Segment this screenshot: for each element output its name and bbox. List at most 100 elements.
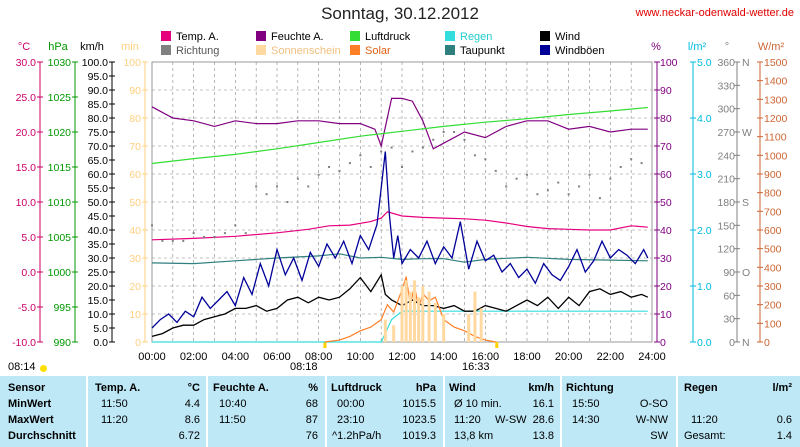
col-header-direction: Richtung [566, 382, 614, 394]
wind-axis-tick-label: 75.0 [88, 127, 109, 139]
temp-axis-tick-label: -5.0 [18, 302, 36, 314]
legend-swatch [161, 31, 171, 41]
pressure-axis-tick-label: 1005 [48, 232, 72, 244]
direction-axis-tick-label: 120 [717, 244, 735, 256]
direction-point [484, 158, 487, 161]
legend-swatch [256, 31, 266, 41]
max-rain: 0.6 [776, 414, 792, 426]
direction-point [161, 239, 164, 242]
min-press: 1015.5 [402, 398, 436, 410]
direction-point [598, 197, 601, 200]
direction-point [421, 146, 424, 149]
direction-point [151, 224, 153, 227]
temp-axis-tick-label: 10.0 [16, 197, 37, 209]
min-hum-time: 10:40 [219, 398, 247, 410]
wind-axis-tick-label: 85.0 [88, 99, 109, 111]
direction-axis-tick-label: 360 [717, 57, 735, 69]
divider [676, 376, 678, 447]
legend-label: Wind [555, 31, 581, 43]
legend-item-pressure: Luftdruck [350, 31, 410, 43]
wind-axis-tick-label: 95.0 [88, 71, 109, 83]
solar-axis-tick-label: 800 [764, 188, 782, 200]
axis-unit-pressure: hPa [48, 41, 68, 53]
direction-point [432, 138, 435, 141]
max-rain-time: 11:20 [691, 414, 718, 426]
avg-hum: 76 [305, 430, 318, 442]
wind-axis-tick-label: 0.0 [93, 337, 108, 349]
sunshine-bar [404, 280, 408, 342]
legend-item-sunshine: Sonnenschein [256, 45, 341, 57]
x-tick-label: 10:00 [347, 351, 375, 363]
wind-axis-tick-label: 20.0 [88, 281, 109, 293]
legend-item-dewpoint: Taupunkt [445, 45, 505, 57]
press-trend: ^1.2hPa/h [332, 430, 382, 442]
sunshine-axis-tick-label: 90 [129, 85, 141, 97]
avg-temp: 6.72 [178, 430, 200, 442]
sunshine-axis-tick-label: 10 [129, 309, 141, 321]
x-tick-label: 06:00 [263, 351, 291, 363]
max-dir-time: 14:30 [572, 414, 600, 426]
col-header-temp: Temp. A. [95, 382, 141, 394]
direction-point [515, 177, 518, 180]
direction-point [213, 236, 216, 238]
sunshine-bar [421, 286, 425, 342]
direction-point [317, 173, 320, 176]
direction-point [526, 173, 528, 176]
avg-wind-label: Ø 10 min. [454, 398, 502, 410]
x-tick-label: 00:00 [138, 351, 166, 363]
direction-point [640, 162, 643, 165]
sun-marker-label: 08:14 [8, 361, 36, 373]
divider [325, 376, 327, 447]
rain-axis-tick-label: 5.0 [697, 57, 712, 69]
avg-press: 1019.3 [402, 430, 436, 442]
min-dir-time: 15:50 [572, 398, 600, 410]
sunshine-axis-tick-label: 40 [129, 225, 141, 237]
sunshine-bar [383, 319, 387, 342]
direction-point [276, 185, 278, 188]
series-line-rain [152, 310, 648, 343]
direction-letter: S [742, 197, 749, 209]
direction-letter: N [742, 337, 750, 349]
pressure-axis-tick-label: 1020 [48, 127, 72, 139]
sunshine-axis-tick-label: 60 [129, 169, 141, 181]
direction-point [192, 232, 195, 235]
col-header-wind: Wind [449, 382, 476, 394]
legend-item-gusts: Windböen [540, 45, 605, 57]
humidity-axis-tick-label: 100 [660, 57, 678, 69]
legend-item-wind: Wind [540, 31, 580, 43]
direction-point [380, 150, 383, 153]
pressure-axis-tick-label: 1025 [48, 92, 72, 104]
direction-point [328, 166, 331, 168]
wind-axis-tick-label: 30.0 [88, 253, 109, 265]
wind-axis-tick-label: 100.0 [82, 57, 108, 69]
legend-label: Feuchte A. [271, 31, 324, 43]
legend-item-solar: Solar [350, 45, 391, 57]
direction-axis-tick-label: 330 [717, 80, 735, 92]
legend-label: Richtung [176, 45, 220, 57]
direction-axis-tick-label: 300 [717, 104, 735, 116]
direction-point [609, 177, 612, 180]
rain-axis-tick-label: 2.0 [697, 225, 712, 237]
max-temp: 8.6 [184, 414, 200, 426]
direction-point [348, 162, 351, 165]
direction-point [536, 193, 539, 196]
x-tick-label: 14:00 [430, 351, 458, 363]
site-link[interactable]: www.neckar-odenwald-wetter.de [635, 7, 794, 19]
legend-item-direction: Richtung [161, 45, 219, 57]
legend-swatch [540, 45, 550, 55]
pressure-axis-tick-label: 1015 [48, 162, 72, 174]
temp-axis-tick-label: 15.0 [16, 162, 37, 174]
wind-distance: 13,8 km [454, 430, 494, 442]
sunshine-bar [442, 314, 446, 342]
col-unit-pressure: hPa [415, 382, 436, 394]
min-temp-time: 11:50 [101, 398, 128, 410]
direction-axis-tick-label: 30 [723, 314, 735, 326]
direction-point [223, 232, 226, 235]
direction-letter: W [742, 127, 752, 139]
x-tick-label: 20:00 [555, 351, 583, 363]
avg-dir: SW [650, 430, 668, 442]
direction-point [546, 189, 549, 192]
legend-swatch [256, 45, 266, 55]
temp-axis-tick-label: 0.0 [21, 267, 36, 279]
legend-item-humidity: Feuchte A. [256, 31, 324, 43]
